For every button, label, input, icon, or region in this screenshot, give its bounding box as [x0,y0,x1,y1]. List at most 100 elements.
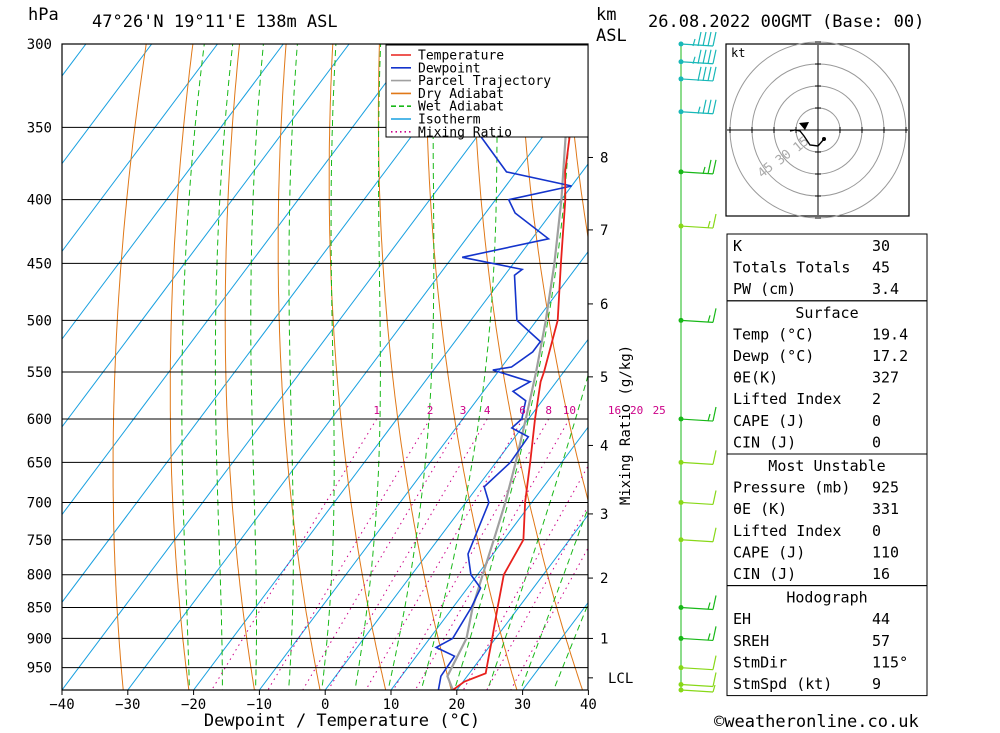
mixing-ratio-label: 6 [519,404,526,417]
index-label: CIN (J) [733,433,796,451]
isotherm-line [62,44,482,604]
section-title: Hodograph [786,589,867,607]
mixing-ratio-line [414,418,570,690]
index-label: θE (K) [733,500,787,518]
storm-motion-marker [799,122,809,130]
dewpoint-line [434,44,572,690]
wind-barb [678,49,717,65]
index-value: 327 [872,369,899,387]
mixing-ratio-line [267,418,431,690]
dry-adiabat-line [425,44,518,690]
location-title: 47°26'N 19°11'E 138m ASL [92,12,338,32]
pressure-tick-label: 300 [27,37,52,53]
mixing-ratio-label: 16 [608,404,621,417]
isotherm-line [0,44,20,690]
height-tick-label: 2 [600,571,608,587]
mixing-ratio-label: 2 [427,404,434,417]
legend-label: Mixing Ratio [418,125,512,140]
mixing-ratio-label: 3 [460,404,467,417]
index-value: 30 [872,237,890,255]
temperature-tick-label: 10 [383,697,400,713]
dry-adiabat-line [565,44,588,241]
wind-barb [678,684,716,693]
index-label: Totals Totals [733,259,850,277]
wet-adiabat-line [420,44,498,690]
index-value: 19.4 [872,325,908,343]
isotherm-line [62,44,350,428]
wind-barb [678,308,717,323]
temperature-tick-label: −30 [115,697,140,713]
pressure-tick-label: 800 [27,568,52,584]
index-label: K [733,237,742,255]
temperature-tick-label: 20 [448,697,465,713]
index-label: CAPE (J) [733,543,805,561]
temperature-line [452,44,577,690]
pressure-tick-label: 750 [27,533,52,549]
dry-adiabat-line [277,44,321,690]
index-label: Temp (°C) [733,325,814,343]
mixing-ratio-line [327,418,488,690]
isotherm-line [324,338,588,690]
index-label: Dewp (°C) [733,347,814,365]
wind-barb [678,626,717,642]
index-value: 110 [872,543,899,561]
index-value: 44 [872,610,890,628]
isotherm-line [62,44,416,516]
wind-barb [678,490,717,506]
legend-label: Parcel Trajectory [418,74,551,89]
wet-adiabat-line [354,44,382,690]
pressure-tick-label: 500 [27,313,52,329]
x-axis-title: Dewpoint / Temperature (°C) [204,711,480,731]
wind-barb [678,31,717,47]
index-value: 0 [872,412,881,430]
legend-label: Isotherm [418,113,481,128]
index-value: 925 [872,479,899,497]
temperature-tick-label: −40 [49,697,74,713]
asl-label: ASL [596,26,627,46]
wind-barb [678,527,717,543]
wind-barb [678,406,717,422]
pressure-tick-label: 350 [27,120,52,136]
mixing-ratio-label: 4 [484,404,491,417]
height-tick-label: 1 [600,631,608,647]
index-value: 0 [872,522,881,540]
index-label: StmSpd (kt) [733,675,832,693]
mixing-ratio-label: 10 [563,404,576,417]
isotherm-line [62,44,153,165]
pressure-tick-label: 950 [27,661,52,677]
isotherm-line [258,251,588,690]
mixing-ratio-label: 20 [630,404,643,417]
wet-adiabat-line [520,506,588,690]
isotherm-line [127,75,588,690]
wind-barb [678,213,717,229]
pressure-tick-label: 550 [27,365,52,381]
legend-label: Wet Adiabat [418,100,504,115]
height-tick-label: 6 [600,297,608,313]
index-value: 16 [872,565,890,583]
wet-adiabat-line [288,44,298,690]
wind-barb [678,672,717,688]
wind-profile [678,31,717,693]
height-tick-label: LCL [608,671,633,687]
pressure-tick-label: 700 [27,496,52,512]
plot-area [0,44,588,690]
height-tick-label: 5 [600,370,608,386]
index-value: 331 [872,500,899,518]
index-value: 45 [872,259,890,277]
index-label: Lifted Index [733,522,841,540]
section-title: Most Unstable [768,457,885,475]
hodograph-unit: kt [731,46,745,60]
index-label: CIN (J) [733,565,796,583]
pressure-tick-label: 850 [27,601,52,617]
wind-barb [678,159,717,175]
isotherm-line [193,163,588,690]
pressure-tick-label: 450 [27,256,52,272]
index-label: EH [733,610,751,628]
index-value: 9 [872,675,881,693]
wind-barb [678,66,717,82]
height-tick-label: 7 [600,223,608,239]
index-value: 57 [872,632,890,650]
wind-barb [678,655,717,671]
index-label: Pressure (mb) [733,479,850,497]
index-label: Lifted Index [733,390,841,408]
